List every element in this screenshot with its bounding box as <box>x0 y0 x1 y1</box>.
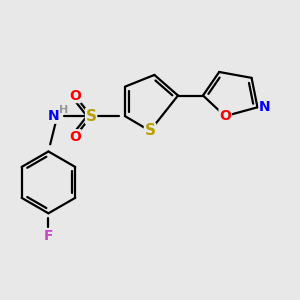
Text: O: O <box>69 88 81 103</box>
Text: S: S <box>85 109 97 124</box>
Text: S: S <box>145 123 155 138</box>
Text: O: O <box>219 109 231 123</box>
Text: H: H <box>59 105 68 115</box>
Text: F: F <box>44 229 53 243</box>
Text: N: N <box>48 109 59 123</box>
Text: N: N <box>259 100 271 114</box>
Text: O: O <box>69 130 81 144</box>
